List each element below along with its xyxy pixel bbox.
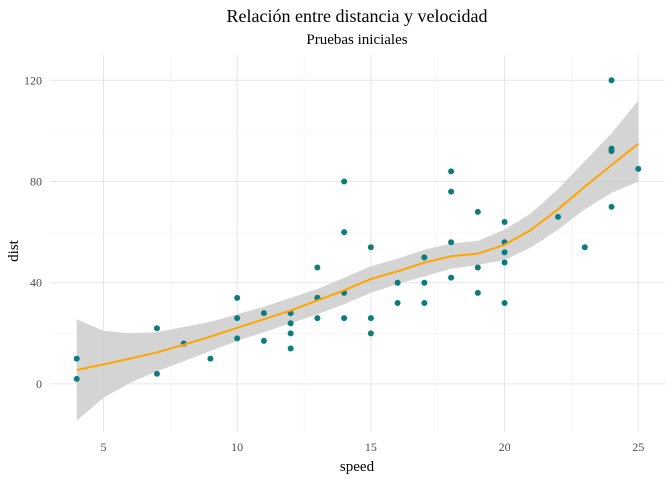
data-point — [234, 294, 241, 301]
data-point — [367, 244, 374, 251]
data-point — [341, 178, 348, 185]
data-point — [448, 168, 455, 175]
trend-line — [76, 142, 639, 371]
x-axis-ticks: 5 10 15 20 25 — [100, 440, 644, 454]
data-point — [421, 299, 428, 306]
trend-line-layer — [76, 142, 639, 371]
data-point — [501, 218, 508, 225]
data-point — [421, 279, 428, 286]
data-point — [234, 335, 241, 342]
x-tick-label: 5 — [100, 440, 106, 454]
confidence-band — [76, 100, 639, 421]
data-point — [474, 289, 481, 296]
data-point — [448, 188, 455, 195]
data-point — [153, 370, 160, 377]
data-point — [234, 315, 241, 322]
data-point — [474, 264, 481, 271]
data-point — [314, 264, 321, 271]
data-point — [581, 244, 588, 251]
data-point — [367, 315, 374, 322]
data-point — [501, 259, 508, 266]
data-point — [448, 239, 455, 246]
data-point — [421, 254, 428, 261]
data-point — [501, 299, 508, 306]
data-point — [474, 208, 481, 215]
data-point — [608, 145, 615, 152]
x-axis-title: speed — [340, 459, 375, 475]
data-point — [153, 325, 160, 332]
data-point — [635, 165, 642, 172]
confidence-band-layer — [76, 100, 639, 421]
data-point — [314, 315, 321, 322]
data-point — [341, 229, 348, 236]
data-point — [394, 299, 401, 306]
data-point — [608, 77, 615, 84]
chart-subtitle: Pruebas iniciales — [306, 32, 407, 48]
data-point — [501, 249, 508, 256]
y-tick-label: 0 — [36, 377, 42, 391]
data-point — [341, 315, 348, 322]
y-axis-title: dist — [6, 239, 22, 262]
x-tick-label: 25 — [632, 440, 644, 454]
x-tick-label: 15 — [365, 440, 377, 454]
data-point — [448, 274, 455, 281]
data-point — [73, 375, 80, 382]
y-tick-label: 80 — [30, 175, 42, 189]
data-point — [207, 355, 214, 362]
data-point — [287, 345, 294, 352]
data-point — [260, 337, 267, 344]
x-tick-label: 10 — [231, 440, 243, 454]
data-point — [555, 213, 562, 220]
y-tick-label: 120 — [24, 73, 42, 87]
chart-title: Relación entre distancia y velocidad — [227, 6, 488, 26]
y-axis-ticks: 0 40 80 120 — [24, 73, 42, 391]
data-point — [394, 279, 401, 286]
data-point — [608, 203, 615, 210]
data-point — [260, 310, 267, 317]
data-point — [287, 320, 294, 327]
scatter-points — [73, 77, 642, 382]
y-tick-label: 40 — [30, 276, 42, 290]
data-point — [73, 355, 80, 362]
data-point — [287, 330, 294, 337]
x-tick-label: 20 — [499, 440, 511, 454]
data-point — [367, 330, 374, 337]
